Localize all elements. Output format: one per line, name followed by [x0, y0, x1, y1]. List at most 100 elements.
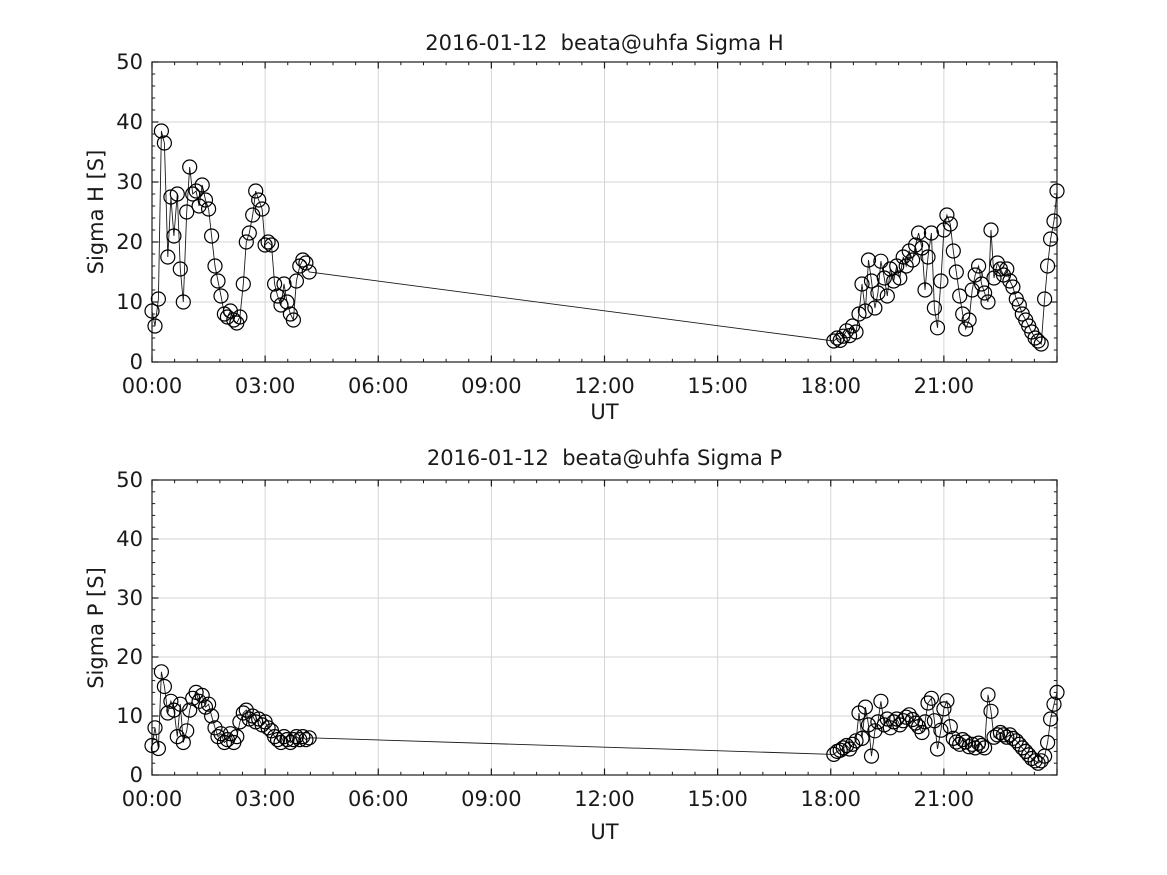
data-point-marker [929, 741, 946, 757]
data-point-marker [166, 228, 182, 244]
data-point-marker [216, 734, 232, 751]
data-point-marker [844, 736, 861, 752]
x-tick-label: 15:00 [687, 374, 748, 398]
x-tick-label: 09:00 [461, 787, 522, 811]
data-point-marker [1033, 336, 1049, 352]
data-point-marker [295, 728, 311, 745]
axis-box [151, 61, 1058, 363]
x-tick-label: 03:00 [235, 374, 296, 398]
data-point-marker [207, 720, 223, 736]
data-point-marker [970, 258, 987, 274]
data-point-marker [197, 192, 214, 208]
data-point-marker [144, 303, 160, 319]
data-point-marker [879, 288, 895, 304]
data-point-marker [826, 333, 842, 349]
data-point-marker [1036, 291, 1053, 307]
data-point-marker [1042, 711, 1059, 727]
data-point-marker [204, 708, 220, 724]
data-point-marker [285, 312, 301, 328]
data-point-marker [980, 294, 996, 310]
x-tick-label: 18:00 [800, 787, 861, 811]
y-tick-label: 30 [116, 586, 143, 610]
x-tick-label: 06:00 [348, 787, 409, 811]
data-point-marker [147, 318, 163, 334]
data-point-marker [179, 723, 195, 739]
data-point-marker [917, 714, 933, 730]
data-point-marker [153, 664, 169, 680]
data-point-marker [288, 728, 304, 745]
data-point-marker [285, 731, 301, 748]
data-point-marker [933, 722, 949, 738]
data-point-marker [892, 270, 908, 286]
axis-box [151, 479, 1058, 776]
data-point-marker [201, 696, 217, 712]
data-point-marker [967, 740, 983, 756]
data-point-marker [1046, 696, 1062, 712]
data-point-marker [980, 687, 996, 703]
data-point-marker [163, 693, 179, 709]
x-tick-label: 09:00 [461, 374, 522, 398]
data-point-marker [213, 288, 229, 304]
x-tick-label: 12:00 [574, 787, 635, 811]
x-tick-label: 00:00 [122, 374, 183, 398]
data-point-marker [939, 693, 955, 709]
data-point-marker [838, 737, 855, 754]
data-point-marker [961, 312, 977, 328]
data-point-marker [920, 695, 936, 711]
data-point-marker [854, 276, 870, 292]
data-point-marker [939, 207, 955, 223]
y-tick-label: 0 [130, 763, 143, 787]
data-point-marker [904, 252, 921, 268]
data-point-marker [263, 237, 280, 253]
data-point-marker [895, 713, 911, 729]
data-point-marker [257, 237, 273, 253]
data-point-marker [185, 186, 201, 202]
data-point-marker [1039, 258, 1056, 274]
data-point-marker [229, 728, 245, 745]
x-tick-label: 03:00 [235, 787, 296, 811]
data-point-marker [248, 183, 264, 199]
data-point-marker [961, 739, 977, 755]
data-point-marker [879, 711, 895, 727]
data-point-marker [863, 748, 880, 764]
data-point-marker [175, 294, 191, 310]
data-point-marker [920, 249, 936, 265]
data-point-marker [942, 216, 958, 232]
y-tick-label: 30 [116, 170, 143, 194]
data-point-marker [870, 285, 886, 301]
data-point-marker [204, 228, 220, 244]
data-point-marker [976, 285, 993, 301]
data-point-marker [1046, 213, 1062, 229]
data-point-marker [873, 253, 889, 269]
data-point-marker [1042, 231, 1059, 247]
data-point-marker [222, 726, 238, 742]
data-point-marker [958, 734, 974, 750]
data-point-marker [926, 300, 943, 316]
data-point-marker [182, 159, 198, 175]
data-point-marker [301, 730, 317, 746]
data-point-marker [1005, 279, 1021, 295]
data-point-marker [301, 264, 317, 280]
data-point-marker [254, 201, 270, 217]
data-point-marker [973, 276, 990, 292]
data-point-marker [958, 321, 974, 337]
data-point-marker [160, 249, 176, 265]
y-tick-label: 0 [130, 350, 143, 374]
y-tick-label: 20 [116, 230, 143, 254]
data-point-marker [241, 225, 257, 241]
data-point-marker [172, 696, 188, 712]
data-point-marker [267, 276, 283, 292]
x-tick-label: 12:00 [574, 374, 635, 398]
data-point-marker [838, 323, 855, 339]
data-point-marker [175, 734, 191, 751]
data-point-marker [914, 240, 930, 256]
y-tick-label: 10 [116, 704, 143, 728]
data-point-marker [1039, 734, 1056, 751]
data-point-marker [1027, 753, 1043, 769]
chart-title-sigma-h: 2016-01-12 beata@uhfa Sigma H [425, 31, 784, 55]
x-tick-label: 18:00 [800, 374, 861, 398]
data-point-marker [288, 273, 304, 289]
data-point-marker [276, 276, 292, 292]
